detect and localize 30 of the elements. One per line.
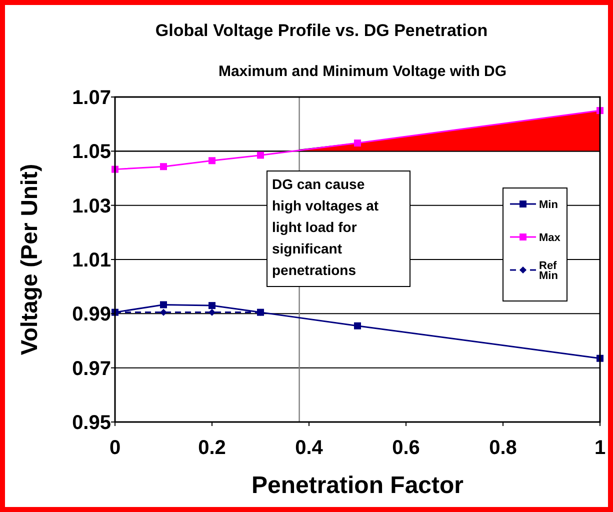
- x-tick-label: 0: [109, 437, 121, 459]
- point: [354, 140, 361, 147]
- x-axis-title: Penetration Factor: [251, 472, 464, 499]
- x-tick-label: 1: [594, 437, 606, 459]
- annotation: DG can cause high voltages at light load for significant penetrations: [272, 176, 379, 278]
- y-tick-label: 1.03: [72, 195, 111, 218]
- y-axis-title: Voltage (Per Unit): [16, 164, 42, 356]
- x-tick-label: 0.6: [392, 437, 420, 459]
- point: [354, 322, 361, 330]
- y-tick-label: 0.99: [72, 304, 111, 326]
- point: [208, 157, 216, 164]
- y-tick-label: 1.07: [72, 87, 111, 109]
- legend-label: Min: [539, 199, 558, 211]
- legend-label: Ref Min: [539, 260, 558, 282]
- x-tick-label: 0.8: [489, 437, 517, 459]
- x-tick-label: 0.4: [295, 437, 324, 459]
- chart-title: Global Voltage Profile vs. DG Penetration: [155, 21, 488, 40]
- x-tick-label: 0.2: [198, 437, 226, 459]
- chart-subtitle: Maximum and Minimum Voltage with DG: [218, 63, 507, 80]
- y-tick-label: 1.01: [72, 250, 111, 272]
- point: [160, 301, 167, 308]
- point: [208, 302, 216, 310]
- point: [257, 152, 264, 159]
- legend-label: Max: [539, 232, 562, 244]
- point: [160, 308, 167, 316]
- y-tick-label: 1.05: [72, 141, 111, 164]
- point: [208, 308, 216, 316]
- y-tick-label: 0.95: [72, 412, 111, 434]
- y-tick-label: 0.97: [72, 358, 111, 380]
- point: [160, 163, 167, 170]
